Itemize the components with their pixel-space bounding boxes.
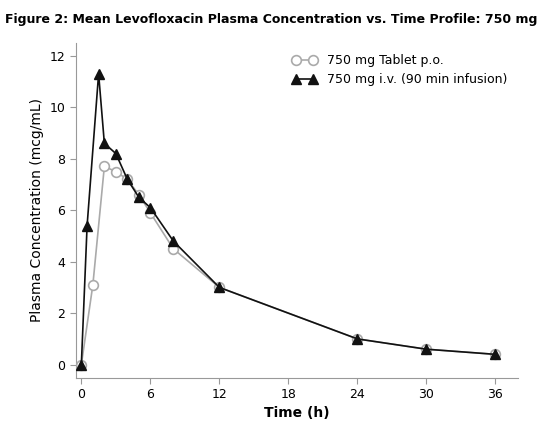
750 mg i.v. (90 min infusion): [147, 205, 153, 210]
750 mg Tablet p.o.: [170, 246, 177, 251]
750 mg i.v. (90 min infusion): [423, 347, 430, 352]
750 mg Tablet p.o.: [423, 347, 430, 352]
750 mg i.v. (90 min infusion): [136, 195, 142, 200]
750 mg i.v. (90 min infusion): [101, 141, 107, 146]
750 mg Tablet p.o.: [78, 362, 85, 367]
750 mg Tablet p.o.: [354, 336, 361, 341]
750 mg i.v. (90 min infusion): [84, 223, 90, 228]
750 mg Tablet p.o.: [492, 352, 498, 357]
750 mg i.v. (90 min infusion): [354, 336, 361, 341]
750 mg Tablet p.o.: [124, 177, 131, 182]
750 mg i.v. (90 min infusion): [170, 239, 177, 244]
Line: 750 mg i.v. (90 min infusion): 750 mg i.v. (90 min infusion): [77, 69, 500, 369]
X-axis label: Time (h): Time (h): [264, 407, 330, 420]
750 mg Tablet p.o.: [90, 282, 96, 287]
Y-axis label: Plasma Concentration (mcg/mL): Plasma Concentration (mcg/mL): [30, 98, 44, 322]
750 mg Tablet p.o.: [216, 285, 222, 290]
750 mg Tablet p.o.: [101, 164, 107, 169]
750 mg i.v. (90 min infusion): [78, 362, 85, 367]
750 mg Tablet p.o.: [136, 192, 142, 197]
Legend: 750 mg Tablet p.o., 750 mg i.v. (90 min infusion): 750 mg Tablet p.o., 750 mg i.v. (90 min …: [287, 49, 512, 91]
Text: Figure 2: Mean Levofloxacin Plasma Concentration vs. Time Profile: 750 mg: Figure 2: Mean Levofloxacin Plasma Conce…: [5, 13, 538, 26]
750 mg i.v. (90 min infusion): [113, 151, 119, 156]
750 mg i.v. (90 min infusion): [96, 71, 102, 76]
Line: 750 mg Tablet p.o.: 750 mg Tablet p.o.: [77, 162, 500, 369]
750 mg i.v. (90 min infusion): [492, 352, 498, 357]
750 mg Tablet p.o.: [147, 210, 153, 215]
750 mg i.v. (90 min infusion): [124, 177, 131, 182]
750 mg i.v. (90 min infusion): [216, 285, 222, 290]
750 mg Tablet p.o.: [113, 169, 119, 174]
